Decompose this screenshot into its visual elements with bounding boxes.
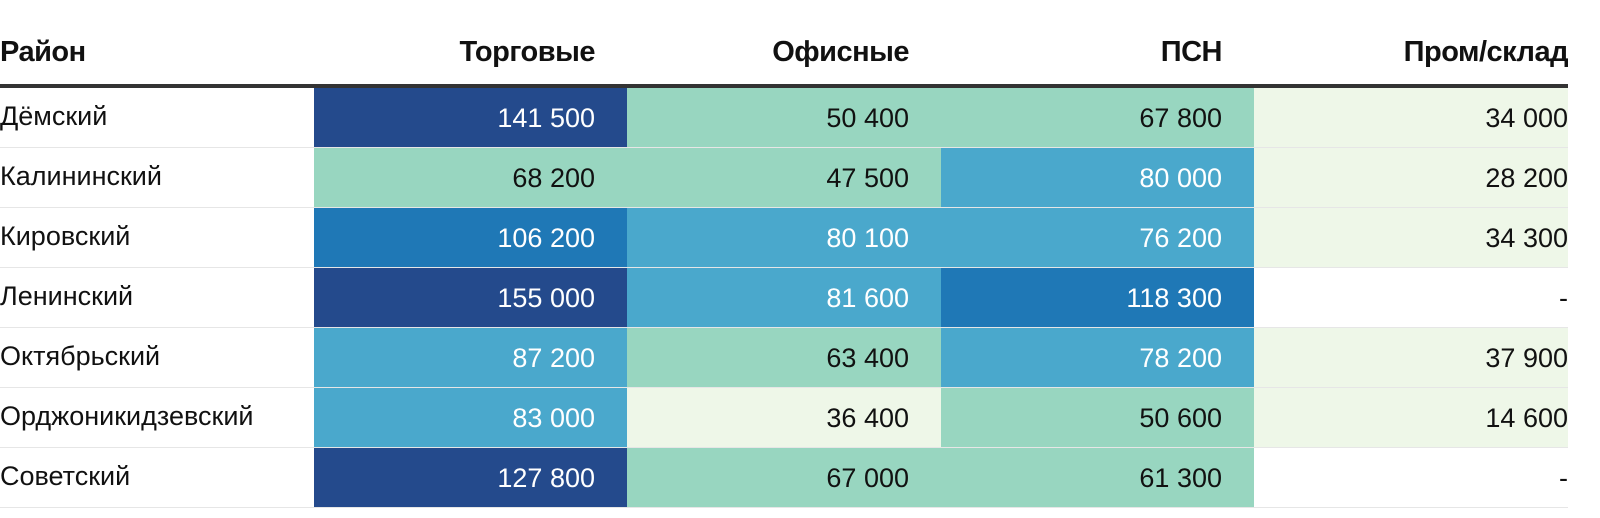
value-cell: 14 600 [1254, 387, 1568, 448]
value-cell: 155 000 [314, 267, 627, 328]
district-name: Калининский [0, 147, 314, 208]
value-cell: 34 000 [1254, 86, 1568, 148]
table-row: Советский 127 800 67 000 61 300 - [0, 447, 1568, 508]
table-row: Дёмский 141 500 50 400 67 800 34 000 [0, 86, 1568, 148]
value-cell: 28 200 [1254, 147, 1568, 208]
district-name: Дёмский [0, 86, 314, 148]
value-cell: 78 200 [941, 327, 1254, 388]
value-cell: 83 000 [314, 387, 627, 448]
column-header-retail: Торговые [314, 20, 627, 88]
value-cell: - [1254, 267, 1568, 328]
value-cell: 141 500 [314, 86, 627, 148]
table-row: Ленинский 155 000 81 600 118 300 - [0, 267, 1568, 328]
price-heatmap-table: Район Торговые Офисные ПСН Пром/склад Дё… [0, 20, 1569, 508]
value-cell: 63 400 [627, 327, 941, 388]
column-header-psn: ПСН [941, 20, 1254, 88]
value-cell: 80 000 [941, 147, 1254, 208]
column-header-district: Район [0, 20, 314, 88]
value-cell: 106 200 [314, 207, 627, 268]
district-name: Орджоникидзевский [0, 387, 314, 448]
value-cell: 36 400 [627, 387, 941, 448]
value-cell: 87 200 [314, 327, 627, 388]
value-cell: 67 800 [941, 86, 1254, 148]
table-row: Октябрьский 87 200 63 400 78 200 37 900 [0, 327, 1568, 388]
table-row: Орджоникидзевский 83 000 36 400 50 600 1… [0, 387, 1568, 448]
value-cell: 50 600 [941, 387, 1254, 448]
value-cell: 127 800 [314, 447, 627, 508]
district-name: Советский [0, 447, 314, 508]
column-header-office: Офисные [627, 20, 941, 88]
value-cell: 80 100 [627, 207, 941, 268]
value-cell: 67 000 [627, 447, 941, 508]
value-cell: 37 900 [1254, 327, 1568, 388]
district-name: Октябрьский [0, 327, 314, 388]
table-row: Калининский 68 200 47 500 80 000 28 200 [0, 147, 1568, 208]
value-cell: 68 200 [314, 147, 627, 208]
value-cell: 47 500 [627, 147, 941, 208]
value-cell: 81 600 [627, 267, 941, 328]
value-cell: 76 200 [941, 207, 1254, 268]
column-header-industrial: Пром/склад [1254, 20, 1569, 88]
header-row: Район Торговые Офисные ПСН Пром/склад [0, 20, 1569, 88]
table-row: Кировский 106 200 80 100 76 200 34 300 [0, 207, 1568, 268]
value-cell: 50 400 [627, 86, 941, 148]
district-name: Ленинский [0, 267, 314, 328]
value-cell: 61 300 [941, 447, 1254, 508]
value-cell: 118 300 [941, 267, 1254, 328]
value-cell: 34 300 [1254, 207, 1568, 268]
value-cell: - [1254, 447, 1568, 508]
district-name: Кировский [0, 207, 314, 268]
